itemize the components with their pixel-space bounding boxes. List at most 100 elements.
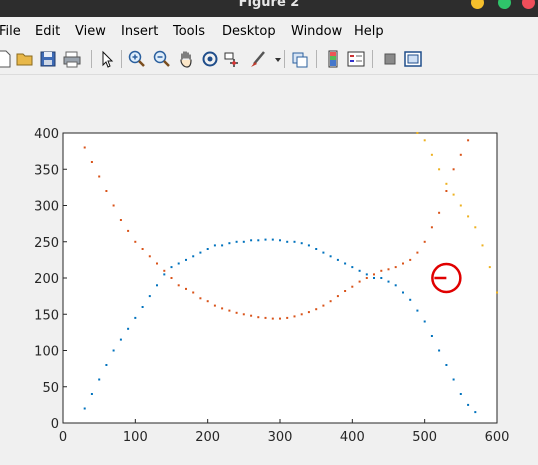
colorbar-icon[interactable] <box>323 49 343 69</box>
x-tick-label: 100 <box>123 430 148 445</box>
data-point <box>329 255 332 258</box>
data-point <box>279 239 281 242</box>
data-point <box>242 240 245 243</box>
data-point <box>351 285 354 288</box>
toolbar-separator <box>316 50 317 68</box>
toolbar-separator <box>284 50 285 68</box>
data-point <box>293 315 296 318</box>
x-tick-label: 600 <box>485 430 510 445</box>
data-point <box>105 364 108 366</box>
data-point <box>329 300 332 303</box>
scatter-plot[interactable]: 0 100 200 300 400 500 600 0 50 100 150 200 250 300 350… <box>0 75 538 465</box>
data-point <box>98 175 101 178</box>
link-plot-icon[interactable] <box>290 49 310 69</box>
x-tick-label: 500 <box>412 430 437 445</box>
data-point <box>336 258 339 261</box>
data-point <box>221 244 224 247</box>
data-point <box>402 262 404 265</box>
y-tick-label: 200 <box>34 272 59 287</box>
data-point <box>163 273 166 276</box>
data-point <box>177 262 180 265</box>
data-point <box>344 262 347 265</box>
data-point <box>358 269 361 272</box>
menu-file[interactable]: File <box>0 24 21 39</box>
zoom-in-icon[interactable] <box>127 49 147 69</box>
data-point <box>380 269 383 272</box>
data-point <box>409 298 412 301</box>
menu-edit[interactable]: Edit <box>35 24 61 39</box>
brush-dropdown-icon[interactable] <box>268 49 281 69</box>
data-point <box>322 304 325 307</box>
zoom-out-icon[interactable] <box>152 49 172 69</box>
data-point <box>394 284 397 287</box>
data-point <box>279 317 281 320</box>
data-point <box>286 240 289 243</box>
data-point <box>192 291 195 294</box>
data-point <box>148 295 151 298</box>
show-plot-tools-icon[interactable] <box>403 49 423 69</box>
legend-icon[interactable] <box>346 49 366 69</box>
data-point <box>228 309 231 312</box>
data-point <box>402 291 404 294</box>
save-icon[interactable] <box>38 49 58 69</box>
data-point <box>445 364 448 366</box>
menu-insert[interactable]: Insert <box>121 24 159 39</box>
data-point <box>257 316 260 319</box>
menu-window[interactable]: Window <box>291 24 343 39</box>
data-point <box>416 251 419 254</box>
data-point <box>228 242 231 245</box>
data-point <box>264 316 267 319</box>
data-point <box>452 168 455 171</box>
close-button[interactable] <box>522 0 535 9</box>
menu-tools[interactable]: Tools <box>173 24 206 39</box>
print-icon[interactable] <box>62 49 82 69</box>
data-point <box>365 273 368 276</box>
data-point <box>452 378 455 381</box>
maximize-button[interactable] <box>498 0 511 9</box>
axes-background <box>62 132 498 424</box>
rotate-3d-icon[interactable] <box>200 49 220 69</box>
window-titlebar: Figure 2 <box>0 0 538 17</box>
data-point <box>134 316 137 319</box>
new-figure-icon[interactable] <box>0 49 14 69</box>
data-point <box>409 258 412 261</box>
figure-toolbar <box>0 44 538 75</box>
brush-icon[interactable] <box>248 49 268 69</box>
data-point <box>177 284 180 287</box>
data-point <box>141 248 144 250</box>
data-point <box>156 262 158 265</box>
data-point <box>358 280 361 283</box>
data-point <box>474 226 477 229</box>
select-arrow-icon[interactable] <box>97 49 117 69</box>
data-point <box>127 327 130 330</box>
data-point <box>250 314 253 317</box>
axis-ticks: 0 100 200 300 400 500 600 0 50 100 150 200 250 300 350… <box>34 127 509 445</box>
pan-hand-icon[interactable] <box>176 49 196 69</box>
toolbar-separator <box>91 50 92 68</box>
data-point <box>423 320 426 323</box>
data-point <box>459 393 462 395</box>
data-cursor-icon[interactable] <box>223 49 243 69</box>
open-file-icon[interactable] <box>15 49 35 69</box>
data-point <box>90 161 93 163</box>
y-tick-label: 100 <box>34 345 59 360</box>
menu-help[interactable]: Help <box>354 24 384 39</box>
hide-plot-tools-icon[interactable] <box>380 49 400 69</box>
data-point <box>445 190 448 192</box>
data-point <box>170 266 173 269</box>
x-tick-label: 300 <box>268 430 293 445</box>
data-point <box>112 204 115 207</box>
data-point <box>271 238 274 241</box>
data-point <box>351 266 354 269</box>
data-point <box>315 308 318 311</box>
data-point <box>438 349 441 352</box>
data-point <box>235 240 238 243</box>
menu-desktop[interactable]: Desktop <box>222 24 276 39</box>
data-point <box>163 269 166 272</box>
data-point <box>257 239 260 242</box>
data-point <box>496 291 498 294</box>
data-point <box>307 244 310 247</box>
minimize-button[interactable] <box>471 0 484 9</box>
menu-view[interactable]: View <box>75 24 106 39</box>
figure-canvas[interactable]: 0 100 200 300 400 500 600 0 50 100 150 200 250 300 350… <box>0 75 538 465</box>
